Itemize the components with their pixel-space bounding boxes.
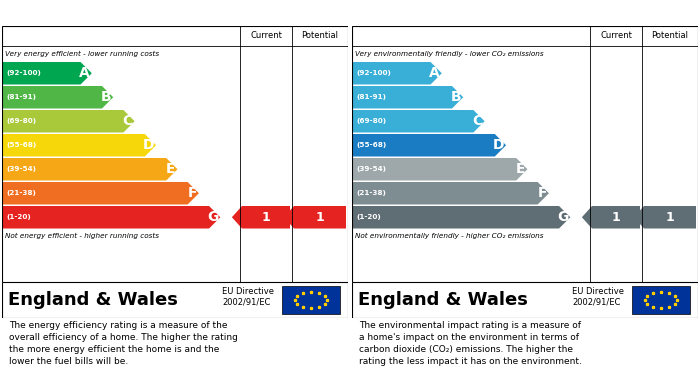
Text: B: B	[101, 90, 111, 104]
Text: F: F	[188, 186, 197, 200]
Text: C: C	[122, 114, 132, 128]
Text: G: G	[207, 210, 218, 224]
Polygon shape	[582, 206, 640, 228]
Polygon shape	[2, 158, 178, 181]
Text: 1: 1	[262, 211, 270, 224]
Text: Current: Current	[250, 32, 282, 41]
Text: (81-91): (81-91)	[356, 94, 386, 100]
Text: (92-100): (92-100)	[6, 70, 41, 76]
Polygon shape	[634, 206, 696, 228]
Text: (1-20): (1-20)	[6, 214, 31, 220]
Polygon shape	[232, 206, 290, 228]
Text: (92-100): (92-100)	[356, 70, 391, 76]
Text: (39-54): (39-54)	[6, 166, 36, 172]
Text: F: F	[538, 186, 547, 200]
Text: (81-91): (81-91)	[6, 94, 36, 100]
Text: England & Wales: England & Wales	[8, 291, 178, 309]
Text: D: D	[493, 138, 504, 152]
Text: (69-80): (69-80)	[356, 118, 386, 124]
Text: 1: 1	[612, 211, 620, 224]
Polygon shape	[2, 86, 113, 108]
Text: (55-68): (55-68)	[6, 142, 36, 148]
Text: C: C	[473, 114, 482, 128]
Text: Environmental Impact (CO₂) Rating: Environmental Impact (CO₂) Rating	[359, 7, 592, 20]
Text: England & Wales: England & Wales	[358, 291, 528, 309]
Polygon shape	[2, 134, 156, 156]
Text: The environmental impact rating is a measure of
a home's impact on the environme: The environmental impact rating is a mea…	[359, 321, 582, 366]
Text: EU Directive
2002/91/EC: EU Directive 2002/91/EC	[222, 287, 274, 306]
Text: Current: Current	[600, 32, 632, 41]
Text: E: E	[516, 162, 526, 176]
Text: G: G	[557, 210, 568, 224]
Polygon shape	[2, 62, 92, 84]
Bar	[632, 286, 690, 314]
Polygon shape	[2, 110, 134, 133]
Text: A: A	[429, 66, 440, 80]
Text: (21-38): (21-38)	[356, 190, 386, 196]
Text: Potential: Potential	[652, 32, 689, 41]
Text: 1: 1	[316, 211, 324, 224]
Text: D: D	[143, 138, 154, 152]
Text: Not energy efficient - higher running costs: Not energy efficient - higher running co…	[5, 233, 159, 239]
Text: Not environmentally friendly - higher CO₂ emissions: Not environmentally friendly - higher CO…	[355, 233, 543, 239]
Polygon shape	[352, 206, 570, 228]
Bar	[282, 286, 340, 314]
Text: (39-54): (39-54)	[356, 166, 386, 172]
Text: EU Directive
2002/91/EC: EU Directive 2002/91/EC	[572, 287, 624, 306]
Text: 1: 1	[666, 211, 674, 224]
Polygon shape	[2, 182, 199, 204]
Polygon shape	[352, 158, 528, 181]
Polygon shape	[352, 62, 442, 84]
Text: Energy Efficiency Rating: Energy Efficiency Rating	[9, 7, 171, 20]
Polygon shape	[284, 206, 346, 228]
Text: B: B	[451, 90, 461, 104]
Text: Potential: Potential	[302, 32, 339, 41]
Polygon shape	[352, 110, 484, 133]
Polygon shape	[352, 182, 549, 204]
Text: Very environmentally friendly - lower CO₂ emissions: Very environmentally friendly - lower CO…	[355, 51, 544, 57]
Polygon shape	[352, 134, 506, 156]
Text: E: E	[166, 162, 176, 176]
Polygon shape	[2, 206, 220, 228]
Text: (55-68): (55-68)	[356, 142, 386, 148]
Text: The energy efficiency rating is a measure of the
overall efficiency of a home. T: The energy efficiency rating is a measur…	[9, 321, 238, 366]
Text: Very energy efficient - lower running costs: Very energy efficient - lower running co…	[5, 51, 159, 57]
Text: (69-80): (69-80)	[6, 118, 36, 124]
Text: (1-20): (1-20)	[356, 214, 381, 220]
Text: A: A	[79, 66, 90, 80]
Polygon shape	[352, 86, 463, 108]
Text: (21-38): (21-38)	[6, 190, 36, 196]
